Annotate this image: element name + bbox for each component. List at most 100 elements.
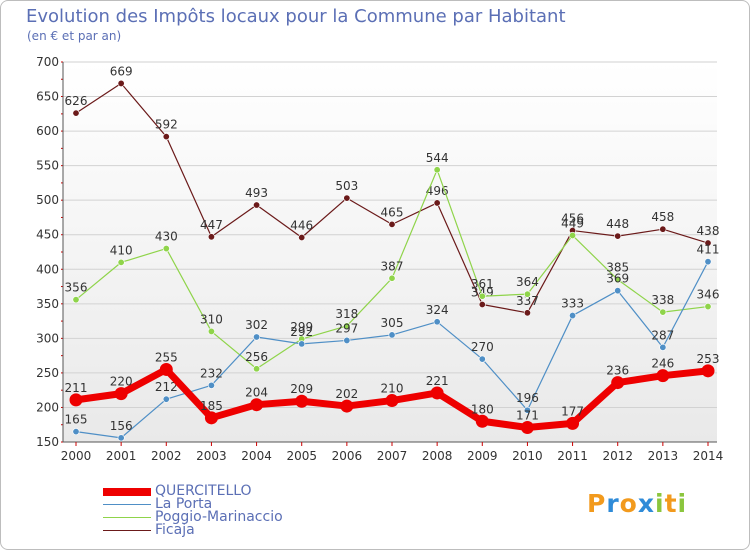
data-label-poggio-marinaccio-2004: 256 — [245, 350, 268, 364]
data-label-ficaja-2001: 669 — [110, 64, 133, 78]
data-label-poggio-marinaccio-2005: 299 — [290, 320, 313, 334]
point-ficaja-2002 — [162, 133, 170, 141]
logo-letter: i — [655, 489, 665, 518]
legend-label-ficaja: Ficaja — [155, 522, 195, 538]
point-poggio-marinaccio-2011 — [569, 231, 577, 239]
data-label-quercitello-2013: 246 — [651, 357, 674, 371]
data-label-poggio-marinaccio-2001: 410 — [110, 243, 133, 257]
data-label-ficaja-2005: 446 — [290, 218, 313, 232]
x-tick-label-2008: 2008 — [422, 449, 453, 463]
point-la-porta-2008 — [433, 318, 441, 326]
legend-swatch-la-porta — [103, 504, 151, 505]
point-ficaja-2010 — [523, 309, 531, 317]
data-label-quercitello-2004: 204 — [245, 386, 268, 400]
x-tick-label-2005: 2005 — [286, 449, 317, 463]
data-label-quercitello-2000: 211 — [65, 381, 88, 395]
point-ficaja-2013 — [659, 225, 667, 233]
x-tick-label-2006: 2006 — [332, 449, 363, 463]
y-tick-label-500: 500 — [36, 193, 59, 207]
legend-swatch-poggio-marinaccio — [103, 517, 151, 518]
point-poggio-marinaccio-2004 — [253, 365, 261, 373]
point-poggio-marinaccio-2000 — [72, 296, 80, 304]
point-quercitello-2004 — [250, 398, 264, 412]
legend-swatch-quercitello — [103, 488, 151, 496]
point-la-porta-2011 — [569, 312, 577, 320]
data-label-ficaja-2014: 438 — [697, 224, 720, 238]
data-label-ficaja-2007: 465 — [381, 205, 404, 219]
point-ficaja-2003 — [207, 233, 215, 241]
data-label-quercitello-2005: 209 — [290, 382, 313, 396]
data-label-la-porta-2001: 156 — [110, 419, 133, 433]
data-label-ficaja-2013: 458 — [651, 210, 674, 224]
point-quercitello-2001 — [114, 387, 128, 401]
point-poggio-marinaccio-2002 — [162, 245, 170, 253]
point-la-porta-2009 — [478, 355, 486, 363]
point-quercitello-2006 — [340, 399, 354, 413]
data-label-quercitello-2006: 202 — [335, 387, 358, 401]
point-quercitello-2002 — [159, 362, 173, 376]
point-ficaja-2014 — [704, 239, 712, 247]
point-la-porta-2005 — [298, 340, 306, 348]
data-label-ficaja-2004: 493 — [245, 186, 268, 200]
data-label-ficaja-2002: 592 — [155, 118, 178, 132]
y-tick-label-600: 600 — [36, 124, 59, 138]
data-label-la-porta-2012: 369 — [606, 272, 629, 286]
data-label-ficaja-2003: 447 — [200, 218, 223, 232]
x-tick-label-2004: 2004 — [241, 449, 272, 463]
x-tick-label-2007: 2007 — [377, 449, 408, 463]
point-la-porta-2014 — [704, 258, 712, 266]
point-ficaja-2000 — [72, 109, 80, 117]
point-quercitello-2014 — [701, 364, 715, 378]
point-poggio-marinaccio-2001 — [117, 258, 125, 266]
data-label-poggio-marinaccio-2009: 361 — [471, 277, 494, 291]
point-poggio-marinaccio-2009 — [478, 292, 486, 300]
point-ficaja-2009 — [478, 301, 486, 309]
point-quercitello-2009 — [475, 414, 489, 428]
data-label-poggio-marinaccio-2002: 430 — [155, 230, 178, 244]
logo-letter: P — [587, 489, 607, 518]
data-label-poggio-marinaccio-2012: 385 — [606, 261, 629, 275]
point-quercitello-2010 — [520, 420, 534, 434]
data-label-la-porta-2014: 411 — [697, 243, 720, 257]
data-label-quercitello-2010: 171 — [516, 408, 539, 422]
point-poggio-marinaccio-2013 — [659, 308, 667, 316]
x-tick-label-2014: 2014 — [693, 449, 724, 463]
logo-letter: o — [619, 489, 638, 518]
data-label-ficaja-2010: 337 — [516, 294, 539, 308]
point-quercitello-2013 — [656, 369, 670, 383]
data-label-poggio-marinaccio-2000: 356 — [65, 281, 88, 295]
y-tick-label-150: 150 — [36, 435, 59, 449]
data-label-la-porta-2011: 333 — [561, 297, 584, 311]
legend-label-quercitello: QUERCITELLO — [155, 483, 252, 499]
point-poggio-marinaccio-2010 — [523, 290, 531, 298]
legend-label-la-porta: La Porta — [155, 496, 213, 512]
data-label-quercitello-2014: 253 — [697, 352, 720, 366]
point-la-porta-2001 — [117, 434, 125, 442]
point-quercitello-2012 — [611, 376, 625, 390]
y-tick-label-650: 650 — [36, 90, 59, 104]
point-ficaja-2012 — [614, 232, 622, 240]
data-label-quercitello-2003: 185 — [200, 399, 223, 413]
data-label-la-porta-2005: 292 — [290, 325, 313, 339]
data-label-quercitello-2012: 236 — [606, 364, 629, 378]
data-label-ficaja-2006: 503 — [335, 179, 358, 193]
point-quercitello-2011 — [566, 416, 580, 430]
data-label-quercitello-2008: 221 — [426, 374, 449, 388]
point-ficaja-2005 — [298, 233, 306, 241]
data-label-ficaja-2012: 448 — [606, 217, 629, 231]
point-quercitello-2007 — [385, 394, 399, 408]
y-tick-label-350: 350 — [36, 297, 59, 311]
point-la-porta-2002 — [162, 395, 170, 403]
data-label-poggio-marinaccio-2003: 310 — [200, 312, 223, 326]
data-label-poggio-marinaccio-2007: 387 — [381, 259, 404, 273]
x-tick-label-2003: 2003 — [196, 449, 227, 463]
data-label-quercitello-2011: 177 — [561, 404, 584, 418]
point-la-porta-2012 — [614, 287, 622, 295]
data-label-la-porta-2010: 196 — [516, 391, 539, 405]
point-ficaja-2004 — [253, 201, 261, 209]
point-la-porta-2000 — [72, 428, 80, 436]
point-poggio-marinaccio-2006 — [343, 322, 351, 330]
data-label-ficaja-2000: 626 — [65, 94, 88, 108]
